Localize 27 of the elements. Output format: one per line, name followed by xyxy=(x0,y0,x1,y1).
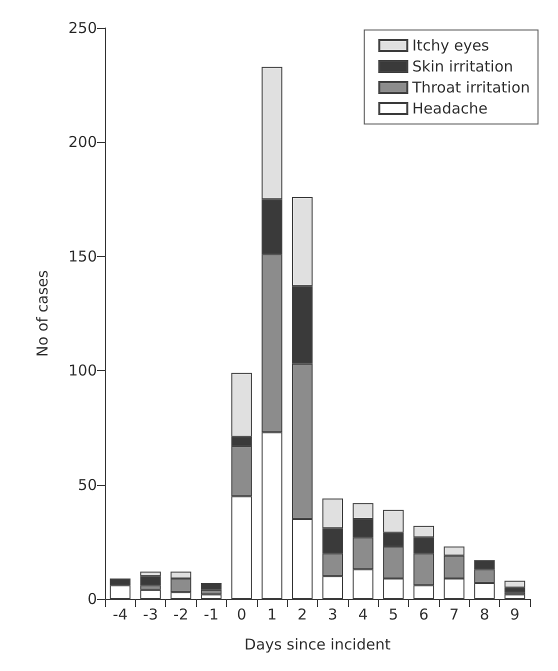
x-tick-label: -2 xyxy=(173,606,188,624)
y-tick-label: 150 xyxy=(68,247,97,266)
x-tick-label: 7 xyxy=(449,606,459,624)
x-axis-title: Days since incident xyxy=(244,636,391,654)
x-tick-label: 2 xyxy=(298,606,308,624)
y-tick-label: 0 xyxy=(87,590,97,608)
x-tick-label: 6 xyxy=(418,606,429,624)
x-tick-label: 1 xyxy=(267,606,277,624)
x-tick-label: 8 xyxy=(480,606,490,624)
y-tick-label: 100 xyxy=(68,362,97,380)
legend-label: Skin irritation xyxy=(412,58,514,76)
x-tick-label: -3 xyxy=(143,606,158,624)
x-tick-label: 5 xyxy=(388,606,398,624)
y-tick-label: 200 xyxy=(68,133,97,152)
x-tick-label: 9 xyxy=(510,606,520,624)
bar xyxy=(504,580,526,588)
legend-label: Itchy eyes xyxy=(412,36,490,54)
x-tick-label: -1 xyxy=(204,606,219,624)
x-tick-label: 3 xyxy=(328,606,338,624)
y-axis-title: No of cases xyxy=(34,270,52,357)
legend-label: Headache xyxy=(412,100,488,118)
legend-label: Throat irritation xyxy=(411,78,530,96)
x-tick-label: 0 xyxy=(236,606,246,624)
y-tick-label: 50 xyxy=(78,476,97,494)
x-tick-label: 4 xyxy=(358,606,368,624)
x-tick-label: -4 xyxy=(112,606,128,624)
y-tick-label: 250 xyxy=(68,19,97,37)
